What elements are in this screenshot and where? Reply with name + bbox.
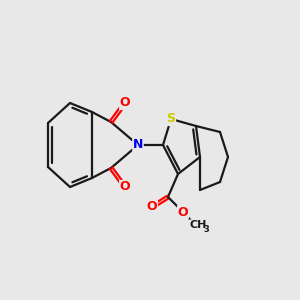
Text: CH: CH bbox=[189, 220, 207, 230]
Text: 3: 3 bbox=[203, 224, 209, 233]
Text: S: S bbox=[167, 112, 176, 125]
Text: O: O bbox=[178, 206, 188, 218]
Text: N: N bbox=[133, 139, 143, 152]
Text: O: O bbox=[147, 200, 157, 214]
Text: O: O bbox=[120, 97, 130, 110]
Text: O: O bbox=[120, 181, 130, 194]
